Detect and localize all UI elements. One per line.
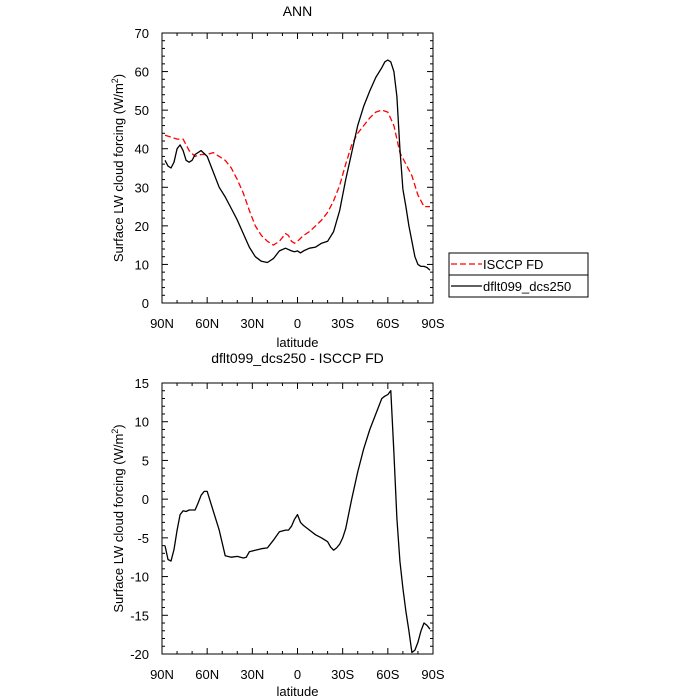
series-line-dflt099-dcs250: [164, 59, 431, 271]
x-tick-label: 60N: [195, 667, 219, 682]
y-tick-label: 5: [142, 453, 149, 468]
y-tick-label: 0: [142, 492, 149, 507]
series-line-isccp-fd: [164, 109, 430, 246]
y-tick-label: 10: [135, 257, 149, 272]
x-tick-label: 90S: [421, 667, 444, 682]
x-tick-label: 0: [294, 316, 301, 331]
y-tick-label: -20: [130, 647, 149, 662]
y-axis-label: Surface LW cloud forcing (W/m2): [110, 74, 126, 262]
chart-title: ANN: [283, 3, 313, 19]
y-tick-label: 50: [135, 103, 149, 118]
y-axis-label-close: ): [111, 424, 126, 428]
x-tick-label: 30S: [331, 316, 354, 331]
y-axis-label-main: Surface LW cloud forcing (W/m: [111, 83, 126, 262]
x-tick-label: 90N: [150, 667, 174, 682]
series-line-difference-1: [164, 390, 431, 654]
x-tick-label: 0: [294, 667, 301, 682]
x-axis-label: latitude: [277, 684, 319, 699]
y-tick-label: -5: [137, 531, 149, 546]
legend: ISCCP FD dflt099_dcs250: [448, 252, 589, 298]
chart-panel-2: dflt099_dcs250 - ISCCP FD 90N 60N 30N 0 30S 60…: [110, 350, 445, 699]
y-tick-label: 60: [135, 65, 149, 80]
legend-label-2: dflt099_dcs250: [483, 279, 571, 294]
y-tick-label: 30: [135, 180, 149, 195]
x-tick-label: 30N: [240, 316, 264, 331]
x-tick-label: 60N: [195, 316, 219, 331]
y-tick-label: 70: [135, 26, 149, 41]
chart-panel-1: ANN 90N 60N 30N 0 30S 60S 90S 0 10 20 30 40 50 60 70 lat…: [110, 3, 445, 350]
y-tick-label: 20: [135, 219, 149, 234]
y-tick-label: 15: [135, 376, 149, 391]
x-tick-label: 30S: [331, 667, 354, 682]
y-axis-label-close: ): [111, 74, 126, 78]
y-axis-label: Surface LW cloud forcing (W/m2): [110, 424, 126, 612]
y-tick-label: 0: [142, 296, 149, 311]
x-tick-label: 60S: [376, 667, 399, 682]
y-axis-label-superscript: 2: [110, 78, 120, 83]
plot-frame: [161, 32, 434, 304]
y-tick-label: 40: [135, 142, 149, 157]
x-tick-label: 90S: [421, 316, 444, 331]
y-axis-label-superscript: 2: [110, 429, 120, 434]
legend-label-1: ISCCP FD: [483, 257, 543, 272]
x-axis-label: latitude: [277, 335, 319, 350]
x-tick-label: 60S: [376, 316, 399, 331]
y-tick-label: -10: [130, 570, 149, 585]
y-tick-label: 10: [135, 415, 149, 430]
x-tick-label: 30N: [240, 667, 264, 682]
y-tick-label: -15: [130, 608, 149, 623]
x-tick-label: 90N: [150, 316, 174, 331]
chart-title: dflt099_dcs250 - ISCCP FD: [211, 350, 384, 366]
y-axis-label-main: Surface LW cloud forcing (W/m: [111, 434, 126, 613]
